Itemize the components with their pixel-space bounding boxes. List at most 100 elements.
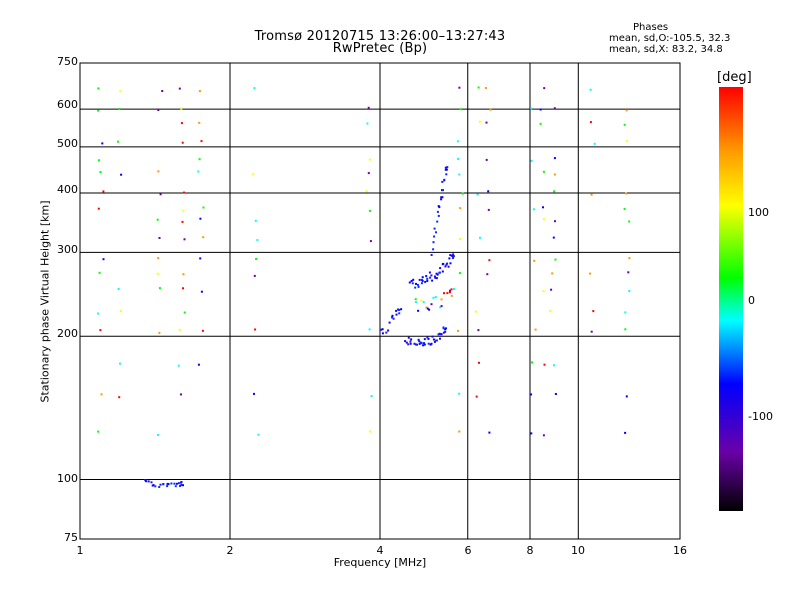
scatter-point — [592, 310, 595, 313]
scatter-point — [197, 363, 200, 366]
scatter-point — [365, 190, 368, 193]
trace-point — [449, 254, 452, 257]
scatter-point — [488, 259, 491, 262]
trace-point — [404, 340, 407, 343]
scatter-point — [158, 237, 161, 239]
scatter-point — [553, 190, 556, 193]
scatter-point — [624, 431, 627, 434]
colorbar-tick-0: 0 — [748, 294, 755, 307]
scatter-point — [117, 140, 119, 143]
trace-point — [392, 317, 395, 320]
scatter-point — [100, 393, 103, 396]
scatter-point — [459, 108, 462, 111]
scatter-point — [478, 361, 480, 364]
scatter-point — [628, 290, 631, 293]
scatter-point — [625, 395, 628, 398]
trace-point — [180, 483, 183, 486]
trace-point — [441, 270, 444, 273]
x-tick-4: 4 — [376, 544, 384, 557]
scatter-point — [628, 220, 631, 223]
scatter-point — [487, 208, 490, 211]
plot-frame — [79, 62, 681, 540]
trace-point — [443, 179, 446, 182]
trace-point — [435, 272, 438, 275]
scatter-point — [181, 220, 184, 223]
trace-point — [446, 262, 449, 265]
trace-point — [420, 282, 423, 285]
trace-point — [166, 485, 169, 488]
trace-point — [381, 332, 384, 335]
scatter-point — [99, 171, 102, 173]
scatter-point — [479, 236, 481, 239]
trace-point — [435, 231, 437, 234]
scatter-point — [589, 88, 592, 91]
trace-point — [428, 271, 431, 274]
scatter-point — [255, 258, 258, 260]
scatter-point — [534, 328, 537, 331]
scatter-point — [101, 142, 104, 145]
x-tick-2: 2 — [226, 544, 234, 557]
trace-point — [436, 210, 439, 213]
y-tick-400: 400 — [57, 183, 78, 196]
trace-point — [419, 341, 422, 344]
scatter-point — [198, 90, 201, 93]
scatter-point — [368, 328, 371, 331]
scatter-point — [254, 328, 257, 331]
scatter-point — [489, 108, 492, 111]
y-tick-75: 75 — [64, 531, 78, 544]
colorbar-unit-label: [deg] — [717, 70, 752, 85]
trace-point — [154, 485, 157, 488]
scatter-point — [157, 109, 160, 111]
trace-point — [380, 328, 383, 331]
scatter-point — [257, 433, 260, 436]
scatter-point — [156, 218, 159, 221]
trace-point — [445, 168, 448, 171]
scatter-point — [458, 272, 461, 275]
scatter-point — [589, 121, 592, 124]
scatter-point — [180, 107, 183, 110]
trace-point — [173, 482, 176, 485]
scatter-point — [367, 106, 370, 109]
trace-point — [432, 338, 435, 341]
trace-point — [182, 484, 184, 487]
scatter-point — [542, 170, 545, 173]
scatter-point — [102, 190, 105, 193]
trace-point — [428, 308, 431, 311]
trace-point — [450, 294, 453, 297]
scatter-point — [180, 122, 183, 125]
trace-point — [398, 312, 401, 315]
scatter-point — [370, 395, 373, 398]
scatter-point — [553, 364, 555, 367]
trace-point — [415, 282, 417, 285]
trace-point — [436, 273, 439, 276]
trace-point — [418, 340, 421, 343]
scatter-point — [474, 310, 477, 313]
scatter-point — [202, 236, 205, 239]
trace-points — [144, 166, 455, 488]
trace-point — [420, 342, 423, 345]
trace-point — [422, 301, 425, 304]
trace-point — [395, 313, 398, 316]
scatter-point — [624, 311, 627, 314]
scatter-point — [627, 271, 630, 274]
scatter-point — [550, 288, 553, 291]
trace-point — [439, 267, 442, 270]
trace-point — [170, 482, 173, 485]
scatter-point — [119, 90, 122, 93]
scatter-point — [117, 288, 120, 290]
trace-point — [179, 481, 182, 484]
trace-point — [417, 309, 420, 312]
trace-point — [434, 275, 436, 278]
trace-point — [145, 480, 148, 483]
trace-point — [381, 328, 384, 331]
scatter-point — [98, 159, 100, 162]
scatter-point — [533, 259, 536, 262]
x-tick-10: 10 — [571, 544, 585, 557]
scatter-point — [623, 123, 626, 126]
trace-point — [440, 305, 443, 308]
trace-point — [441, 263, 444, 266]
colorbar — [719, 87, 743, 511]
scatter-point — [97, 312, 100, 315]
trace-point — [446, 292, 449, 295]
scatter-point — [543, 363, 546, 366]
